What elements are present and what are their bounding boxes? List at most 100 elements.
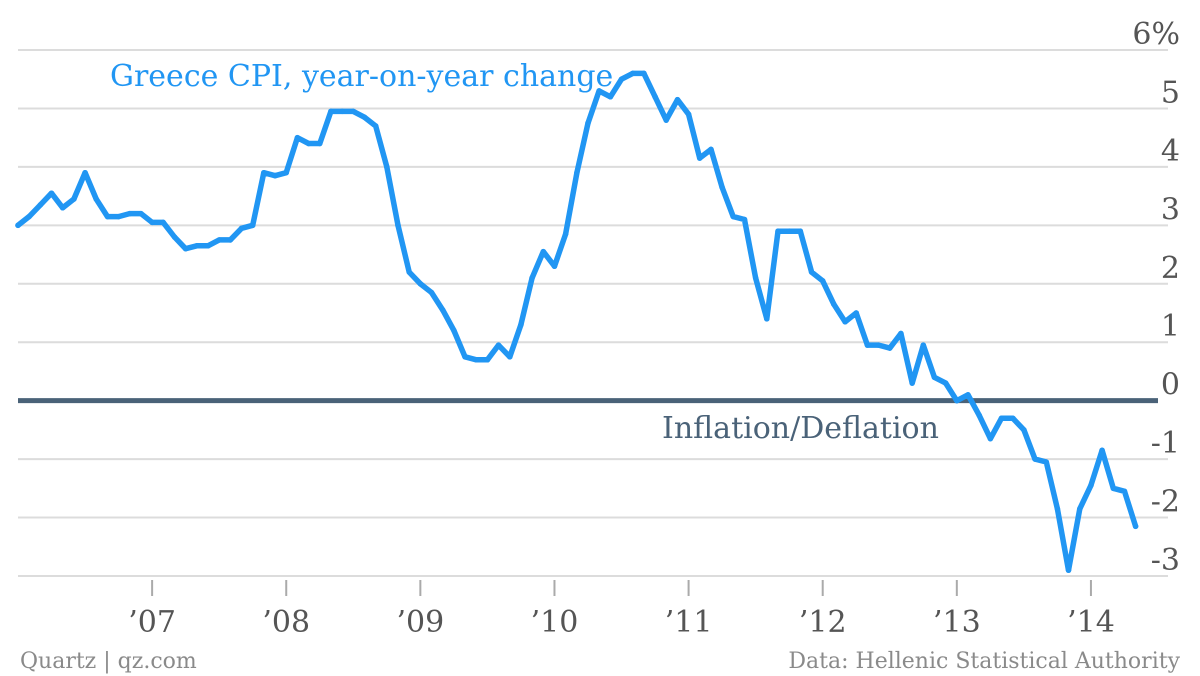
data-point <box>954 397 960 404</box>
data-point <box>182 245 189 252</box>
data-point <box>920 342 927 348</box>
data-point <box>305 140 312 147</box>
series-label: Greece CPI, year-on-year change <box>110 59 613 94</box>
data-point <box>283 169 289 176</box>
data-point <box>272 172 278 179</box>
data-point <box>1065 567 1072 573</box>
data-point <box>585 120 591 126</box>
data-point <box>942 380 949 386</box>
data-point <box>607 94 614 100</box>
y-tick-label: -2 <box>1151 485 1180 520</box>
footer-source: Data: Hellenic Statistical Authority <box>788 649 1180 674</box>
data-point <box>696 155 703 161</box>
data-point <box>629 70 636 77</box>
data-point <box>149 219 155 226</box>
series-points <box>15 70 1139 573</box>
data-point <box>853 310 859 316</box>
data-point <box>685 111 692 118</box>
data-point <box>93 196 99 202</box>
y-tick-label: 4 <box>1161 134 1180 169</box>
data-point <box>451 327 457 334</box>
x-tick-label: ’08 <box>262 605 310 640</box>
y-axis: -3 -2 -1 0 1 2 3 4 5 6% <box>1132 17 1180 578</box>
data-point <box>831 301 837 307</box>
data-point <box>249 222 256 229</box>
data-point <box>495 342 502 348</box>
data-point <box>1010 415 1016 421</box>
x-tick-label: ’14 <box>1067 605 1115 640</box>
data-point <box>216 237 222 243</box>
data-point <box>294 134 301 141</box>
data-point <box>719 184 725 191</box>
y-tick-label: -3 <box>1151 543 1180 578</box>
data-point <box>574 169 580 176</box>
data-point <box>361 114 368 120</box>
data-point <box>26 213 32 220</box>
data-point <box>238 225 245 232</box>
data-point <box>1043 459 1050 465</box>
data-point <box>37 202 44 208</box>
data-point <box>115 213 122 220</box>
data-point <box>138 210 144 217</box>
data-point <box>1121 488 1128 495</box>
data-point <box>15 222 21 229</box>
footer-brand: Quartz | qz.com <box>20 649 197 674</box>
y-tick-label: 1 <box>1161 309 1180 344</box>
data-point <box>484 357 491 363</box>
data-point <box>328 108 334 115</box>
data-point <box>987 435 994 442</box>
data-point <box>384 164 390 170</box>
data-point <box>562 231 569 237</box>
data-point <box>126 210 133 217</box>
data-point <box>708 146 714 153</box>
data-point <box>730 213 736 220</box>
data-point <box>48 190 55 196</box>
data-point <box>406 269 412 275</box>
data-point <box>652 94 658 100</box>
data-point <box>875 342 882 348</box>
data-point <box>674 96 681 103</box>
data-point <box>819 278 826 284</box>
data-point <box>808 269 815 275</box>
data-point <box>741 216 748 223</box>
data-point <box>205 243 211 249</box>
data-point <box>518 321 524 328</box>
data-point <box>1077 506 1083 512</box>
data-point <box>898 330 904 337</box>
data-point <box>965 392 971 398</box>
data-point <box>417 281 424 287</box>
data-point <box>1099 447 1105 454</box>
data-point <box>887 345 893 351</box>
data-point <box>350 108 357 115</box>
data-point <box>372 123 379 129</box>
series-line-greece-cpi <box>15 70 1139 573</box>
y-tick-label: 0 <box>1161 368 1180 403</box>
data-point <box>931 374 938 381</box>
data-point <box>160 219 166 226</box>
x-tick-label: ’10 <box>531 605 579 640</box>
data-point <box>842 319 848 325</box>
data-point <box>998 415 1005 421</box>
data-point <box>1088 482 1094 489</box>
x-tick-label: ’09 <box>396 605 444 640</box>
data-point <box>1032 456 1038 462</box>
data-point <box>395 222 401 229</box>
data-point <box>663 117 669 123</box>
data-point <box>775 228 781 234</box>
data-point <box>764 316 770 322</box>
data-point <box>227 237 234 243</box>
data-point <box>194 243 200 249</box>
data-point <box>428 289 435 296</box>
data-point <box>618 76 625 82</box>
data-point <box>462 354 468 360</box>
data-point <box>71 196 77 202</box>
data-point <box>752 275 759 281</box>
data-point <box>797 228 804 234</box>
data-point <box>596 88 602 94</box>
gridlines <box>18 49 1168 577</box>
data-point <box>1054 506 1061 512</box>
zero-line-label: Inflation/Deflation <box>662 411 939 446</box>
y-tick-label: 2 <box>1161 251 1180 286</box>
x-tick-label: ’13 <box>933 605 981 640</box>
